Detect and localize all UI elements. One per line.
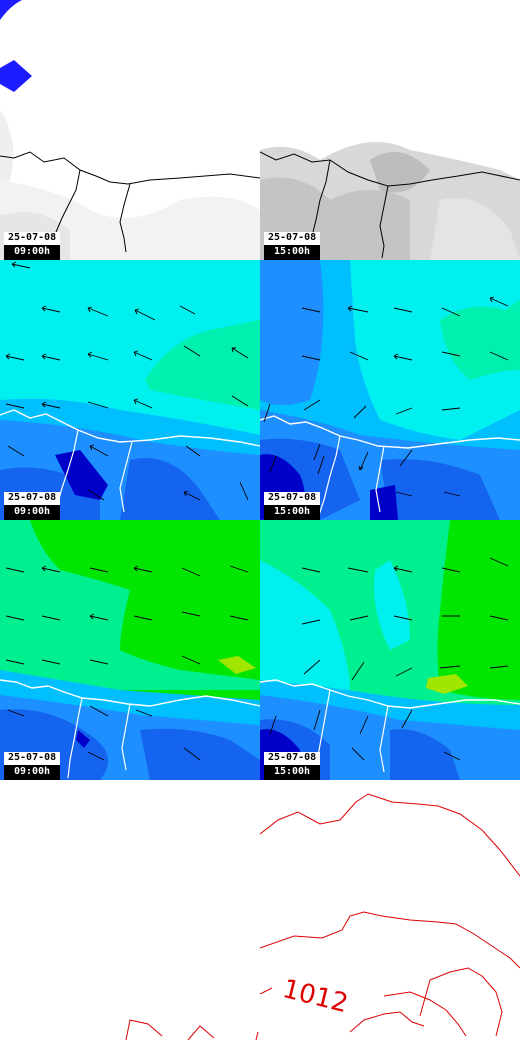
date-label: 25-07-08 xyxy=(264,752,320,765)
wind-panel-upper-1500: 25-07-08 15:00h xyxy=(260,520,520,780)
wind-arrows xyxy=(269,557,509,761)
wind-arrows xyxy=(263,296,509,497)
date-label: 25-07-08 xyxy=(264,232,320,245)
wind-panel-surface-0900: 25-07-08 09:00h xyxy=(0,260,260,520)
timestamp: 25-07-08 09:00h xyxy=(4,492,60,520)
time-label: 09:00h xyxy=(4,505,60,520)
time-label: 09:00h xyxy=(4,245,60,260)
cloud-map xyxy=(0,0,260,260)
time-label: 15:00h xyxy=(264,505,320,520)
isobar-map xyxy=(0,780,260,1040)
cloud-panel-0900: 25-07-08 09:00h xyxy=(0,0,260,260)
wind-arrows xyxy=(5,261,249,501)
time-label: 09:00h xyxy=(4,765,60,780)
timestamp: 25-07-08 15:00h xyxy=(264,232,320,260)
isobar-map: 1012 xyxy=(260,780,520,1040)
time-label: 15:00h xyxy=(264,245,320,260)
wind-map xyxy=(0,520,260,780)
wind-map xyxy=(260,260,520,520)
cloud-panel-1500: 25-07-08 15:00h xyxy=(260,0,520,260)
time-label: 15:00h xyxy=(264,765,320,780)
pressure-panel-1500: 1012 xyxy=(260,780,520,1040)
pressure-panel-0900 xyxy=(0,780,260,1040)
date-label: 25-07-08 xyxy=(4,232,60,245)
cloud-map xyxy=(260,0,520,260)
wind-arrows xyxy=(5,565,249,761)
date-label: 25-07-08 xyxy=(4,752,60,765)
date-label: 25-07-08 xyxy=(4,492,60,505)
timestamp: 25-07-08 09:00h xyxy=(4,752,60,780)
date-label: 25-07-08 xyxy=(264,492,320,505)
timestamp: 25-07-08 09:00h xyxy=(4,232,60,260)
timestamp: 25-07-08 15:00h xyxy=(264,752,320,780)
wind-panel-surface-1500: 25-07-08 15:00h xyxy=(260,260,520,520)
wind-map xyxy=(260,520,520,780)
timestamp: 25-07-08 15:00h xyxy=(264,492,320,520)
wind-map xyxy=(0,260,260,520)
wind-panel-upper-0900: 25-07-08 09:00h xyxy=(0,520,260,780)
